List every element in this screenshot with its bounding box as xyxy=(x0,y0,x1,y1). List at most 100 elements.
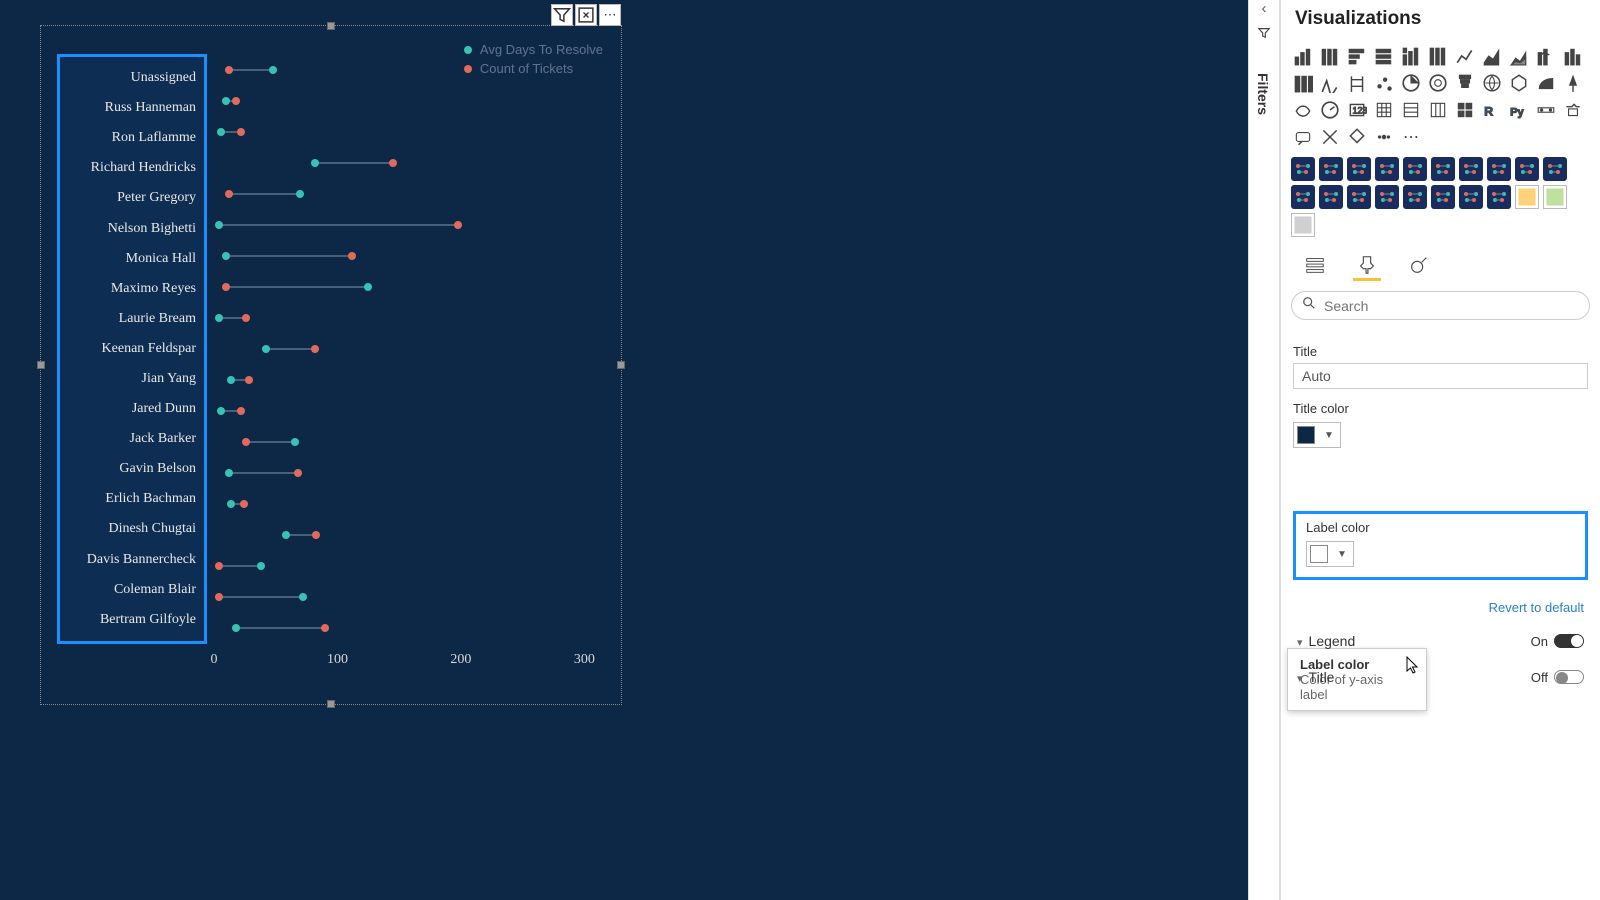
custom-visual-icon[interactable] xyxy=(1375,185,1399,209)
visual-type-icon[interactable] xyxy=(1399,71,1423,95)
data-point-a[interactable] xyxy=(291,438,299,446)
visual-type-icon[interactable] xyxy=(1318,125,1342,149)
data-point-b[interactable] xyxy=(454,221,462,229)
visual-type-icon[interactable] xyxy=(1426,71,1450,95)
label-color-picker[interactable]: ▼ xyxy=(1306,541,1354,567)
custom-visual-icon[interactable] xyxy=(1319,185,1343,209)
focus-mode-icon[interactable] xyxy=(575,4,597,26)
custom-visual-icon[interactable] xyxy=(1319,157,1343,181)
custom-visual-icon[interactable] xyxy=(1515,157,1539,181)
visual-type-icon[interactable]: Py xyxy=(1507,98,1531,122)
visual-type-icon[interactable] xyxy=(1291,125,1315,149)
visual-type-icon[interactable] xyxy=(1372,44,1396,68)
resize-handle-w[interactable] xyxy=(37,361,45,369)
data-point-a[interactable] xyxy=(262,345,270,353)
data-point-b[interactable] xyxy=(245,376,253,384)
legend-section-row[interactable]: ▾Legend On xyxy=(1293,623,1588,659)
visual-type-icon[interactable]: 123 xyxy=(1345,98,1369,122)
custom-visual-icon[interactable] xyxy=(1403,157,1427,181)
visual-type-icon[interactable] xyxy=(1480,71,1504,95)
legend-toggle[interactable] xyxy=(1554,634,1584,648)
visual-type-icon[interactable] xyxy=(1372,71,1396,95)
custom-visual-icon[interactable] xyxy=(1459,157,1483,181)
visual-type-icon[interactable] xyxy=(1372,125,1396,149)
filter-icon[interactable] xyxy=(551,4,573,26)
custom-visual-icon[interactable] xyxy=(1291,213,1315,237)
more-visuals-icon[interactable]: ⋯ xyxy=(1399,125,1423,149)
data-point-b[interactable] xyxy=(240,500,248,508)
visual-type-icon[interactable] xyxy=(1318,44,1342,68)
visual-type-icon[interactable] xyxy=(1291,71,1315,95)
visual-type-icon[interactable] xyxy=(1426,98,1450,122)
visual-type-icon[interactable] xyxy=(1534,44,1558,68)
data-point-b[interactable] xyxy=(311,345,319,353)
visual-type-icon[interactable] xyxy=(1345,44,1369,68)
visual-type-icon[interactable] xyxy=(1426,44,1450,68)
visual-type-icon[interactable] xyxy=(1507,71,1531,95)
data-point-a[interactable] xyxy=(232,624,240,632)
custom-visual-icon[interactable] xyxy=(1487,157,1511,181)
visual-type-icon[interactable] xyxy=(1399,44,1423,68)
data-point-b[interactable] xyxy=(312,531,320,539)
custom-visual-icon[interactable] xyxy=(1515,185,1539,209)
custom-visual-icon[interactable] xyxy=(1291,185,1315,209)
data-point-b[interactable] xyxy=(348,252,356,260)
custom-visual-icon[interactable] xyxy=(1543,185,1567,209)
visual-type-icon[interactable] xyxy=(1372,98,1396,122)
visual-type-icon[interactable] xyxy=(1453,98,1477,122)
visual-type-icon[interactable] xyxy=(1345,125,1369,149)
visual-type-icon[interactable] xyxy=(1345,71,1369,95)
format-tab[interactable] xyxy=(1353,251,1381,281)
title-section-row[interactable]: ▾Title Off xyxy=(1293,659,1588,695)
custom-visual-icon[interactable] xyxy=(1431,185,1455,209)
data-point-b[interactable] xyxy=(389,159,397,167)
data-point-a[interactable] xyxy=(225,469,233,477)
custom-visual-icon[interactable] xyxy=(1291,157,1315,181)
custom-visual-icon[interactable] xyxy=(1375,157,1399,181)
custom-visual-icon[interactable] xyxy=(1459,185,1483,209)
data-point-a[interactable] xyxy=(227,500,235,508)
data-point-b[interactable] xyxy=(232,97,240,105)
visual-type-icon[interactable] xyxy=(1291,98,1315,122)
visual-type-icon[interactable] xyxy=(1318,98,1342,122)
analytics-tab[interactable] xyxy=(1405,251,1433,281)
resize-handle-s[interactable] xyxy=(327,700,335,708)
visual-type-icon[interactable] xyxy=(1453,71,1477,95)
data-point-b[interactable] xyxy=(321,624,329,632)
custom-visual-icon[interactable] xyxy=(1347,185,1371,209)
visual-type-icon[interactable] xyxy=(1318,71,1342,95)
custom-visual-icon[interactable] xyxy=(1347,157,1371,181)
custom-visual-icon[interactable] xyxy=(1487,185,1511,209)
data-point-b[interactable] xyxy=(242,438,250,446)
title-color-picker[interactable]: ▼ xyxy=(1293,422,1341,448)
data-point-b[interactable] xyxy=(222,283,230,291)
visual-type-icon[interactable] xyxy=(1507,44,1531,68)
format-search[interactable] xyxy=(1291,291,1590,320)
data-point-a[interactable] xyxy=(257,562,265,570)
data-point-a[interactable] xyxy=(215,221,223,229)
data-point-a[interactable] xyxy=(269,66,277,74)
custom-visual-icon[interactable] xyxy=(1403,185,1427,209)
visual-type-icon[interactable] xyxy=(1561,98,1585,122)
data-point-a[interactable] xyxy=(299,593,307,601)
data-point-b[interactable] xyxy=(225,190,233,198)
visual-type-icon[interactable] xyxy=(1480,44,1504,68)
visual-type-icon[interactable] xyxy=(1453,44,1477,68)
resize-handle-n[interactable] xyxy=(327,22,335,30)
custom-visual-icon[interactable] xyxy=(1431,157,1455,181)
data-point-a[interactable] xyxy=(217,407,225,415)
data-point-a[interactable] xyxy=(364,283,372,291)
data-point-b[interactable] xyxy=(242,314,250,322)
visual-type-icon[interactable] xyxy=(1534,71,1558,95)
title-toggle[interactable] xyxy=(1554,670,1584,684)
filters-pane-collapsed[interactable]: ‹ Filters xyxy=(1248,0,1280,900)
data-point-b[interactable] xyxy=(215,593,223,601)
chart-visual-container[interactable]: ⋯ Avg Days To Resolve Count of Tickets U… xyxy=(40,25,622,705)
data-point-b[interactable] xyxy=(225,66,233,74)
visual-type-icon[interactable]: R xyxy=(1480,98,1504,122)
visual-type-icon[interactable] xyxy=(1399,98,1423,122)
search-input[interactable] xyxy=(1324,298,1579,314)
data-point-a[interactable] xyxy=(215,314,223,322)
more-options-icon[interactable]: ⋯ xyxy=(599,4,621,26)
data-point-a[interactable] xyxy=(311,159,319,167)
